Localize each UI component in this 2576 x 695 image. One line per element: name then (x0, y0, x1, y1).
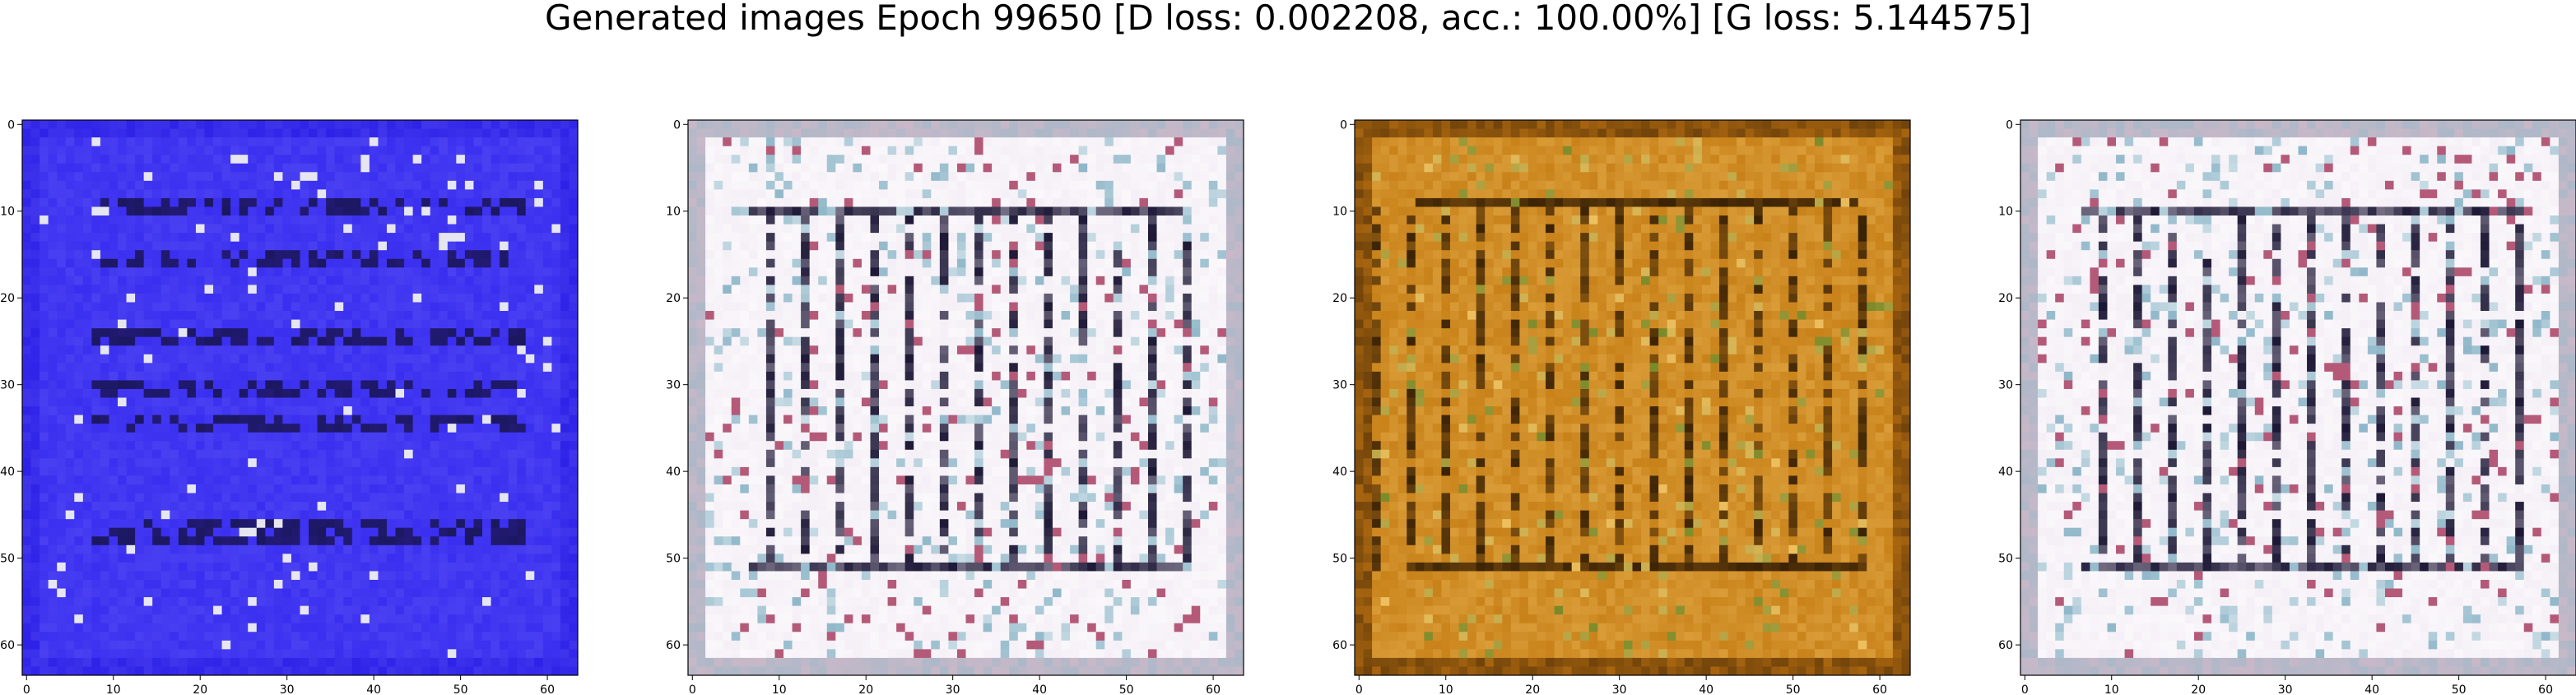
axes-frame (687, 119, 1244, 676)
x-tick-label: 60 (540, 683, 555, 695)
image-pixels (22, 120, 579, 676)
x-tick-label: 20 (1525, 683, 1540, 695)
y-tick-label: 40 (1332, 466, 1347, 479)
y-tick-label: 30 (1998, 379, 2013, 392)
x-tick-label: 10 (106, 683, 121, 695)
generated-image-2: 0 10 20 30 40 50 60 0 10 20 30 40 50 60 (666, 118, 1244, 695)
image-pixels (1355, 120, 1911, 676)
x-tick-label: 10 (1439, 683, 1453, 695)
x-tick-label: 50 (2452, 683, 2467, 695)
generated-image-3: 0 10 20 30 40 50 60 0 10 20 30 40 50 60 (1332, 118, 1911, 695)
x-tick-label: 40 (1699, 683, 1713, 695)
axes-frame (21, 119, 579, 676)
x-tick-label: 10 (2104, 683, 2119, 695)
y-tick-label: 20 (0, 292, 15, 305)
x-tick-label: 0 (23, 683, 30, 695)
y-tick-label: 60 (666, 639, 681, 652)
y-tick-label: 20 (1332, 292, 1347, 305)
image-pixels (2020, 120, 2576, 676)
x-tick-label: 30 (1612, 683, 1627, 695)
x-tick-label: 10 (772, 683, 787, 695)
y-tick-label: 10 (1998, 206, 2013, 219)
x-tick-label: 60 (1872, 683, 1887, 695)
axes-frame (2020, 119, 2576, 676)
x-tick-label: 50 (1786, 683, 1801, 695)
y-tick-label: 0 (1340, 118, 1347, 132)
generated-image-1: 0 10 20 30 40 50 60 0 10 20 30 40 50 60 (0, 118, 579, 695)
generated-image-4: 0 10 20 30 40 50 60 0 10 20 30 40 50 60 (1998, 118, 2576, 695)
x-tick-label: 40 (366, 683, 381, 695)
x-tick-label: 0 (1355, 683, 1363, 695)
x-tick-label: 30 (946, 683, 960, 695)
y-tick-label: 10 (1332, 206, 1347, 219)
x-tick-label: 20 (858, 683, 873, 695)
image-pixels (688, 120, 1244, 676)
y-tick-label: 20 (666, 292, 681, 305)
x-tick-label: 20 (2191, 683, 2206, 695)
y-tick-label: 50 (1332, 553, 1347, 566)
y-tick-label: 0 (2006, 118, 2013, 132)
y-tick-label: 30 (1332, 379, 1347, 392)
y-tick-label: 20 (1998, 292, 2013, 305)
x-tick-label: 20 (193, 683, 207, 695)
y-tick-label: 60 (0, 639, 15, 652)
y-tick-label: 60 (1332, 639, 1347, 652)
y-tick-label: 40 (1998, 466, 2013, 479)
y-tick-label: 50 (0, 553, 15, 566)
y-tick-label: 40 (0, 466, 15, 479)
y-tick-label: 50 (1998, 553, 2013, 566)
y-tick-label: 60 (1998, 639, 2013, 652)
x-tick-label: 40 (1032, 683, 1047, 695)
x-tick-label: 50 (1119, 683, 1134, 695)
x-tick-label: 0 (2021, 683, 2029, 695)
y-tick-label: 50 (666, 553, 681, 566)
x-tick-label: 50 (453, 683, 468, 695)
x-tick-label: 40 (2364, 683, 2379, 695)
y-tick-label: 30 (0, 379, 15, 392)
y-tick-label: 0 (7, 118, 15, 132)
y-tick-label: 10 (666, 206, 681, 219)
axes-frame (1354, 119, 1911, 676)
x-tick-label: 30 (280, 683, 295, 695)
figure-title: Generated images Epoch 99650 [D loss: 0.… (544, 0, 2032, 38)
y-tick-label: 0 (673, 118, 681, 132)
y-tick-label: 40 (666, 466, 681, 479)
x-tick-label: 30 (2278, 683, 2293, 695)
x-tick-label: 60 (2538, 683, 2553, 695)
y-tick-label: 10 (0, 206, 15, 219)
x-tick-label: 0 (689, 683, 696, 695)
y-tick-label: 30 (666, 379, 681, 392)
x-tick-label: 60 (1206, 683, 1221, 695)
